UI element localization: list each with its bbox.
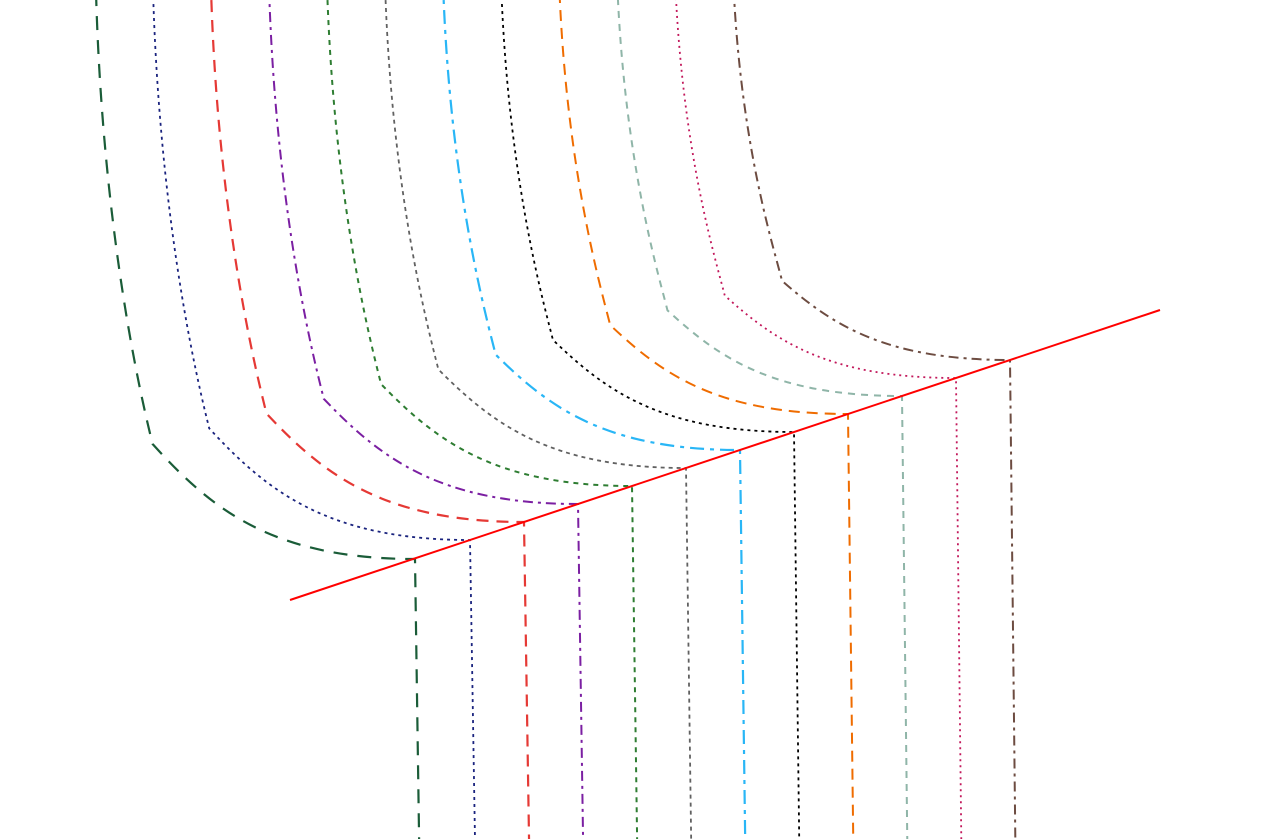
curve-1	[152, 0, 476, 839]
curve-6	[442, 0, 746, 839]
curve-2	[210, 0, 530, 839]
diagonal-line	[290, 310, 1160, 600]
curve-diagram	[0, 0, 1274, 839]
curve-11	[732, 0, 1016, 839]
curve-4	[326, 0, 638, 839]
curve-8	[558, 0, 854, 839]
curve-0	[95, 0, 420, 839]
curve-9	[616, 0, 908, 839]
curve-5	[384, 0, 692, 839]
curve-7	[500, 0, 800, 839]
curve-3	[268, 0, 584, 839]
curve-10	[674, 0, 962, 839]
